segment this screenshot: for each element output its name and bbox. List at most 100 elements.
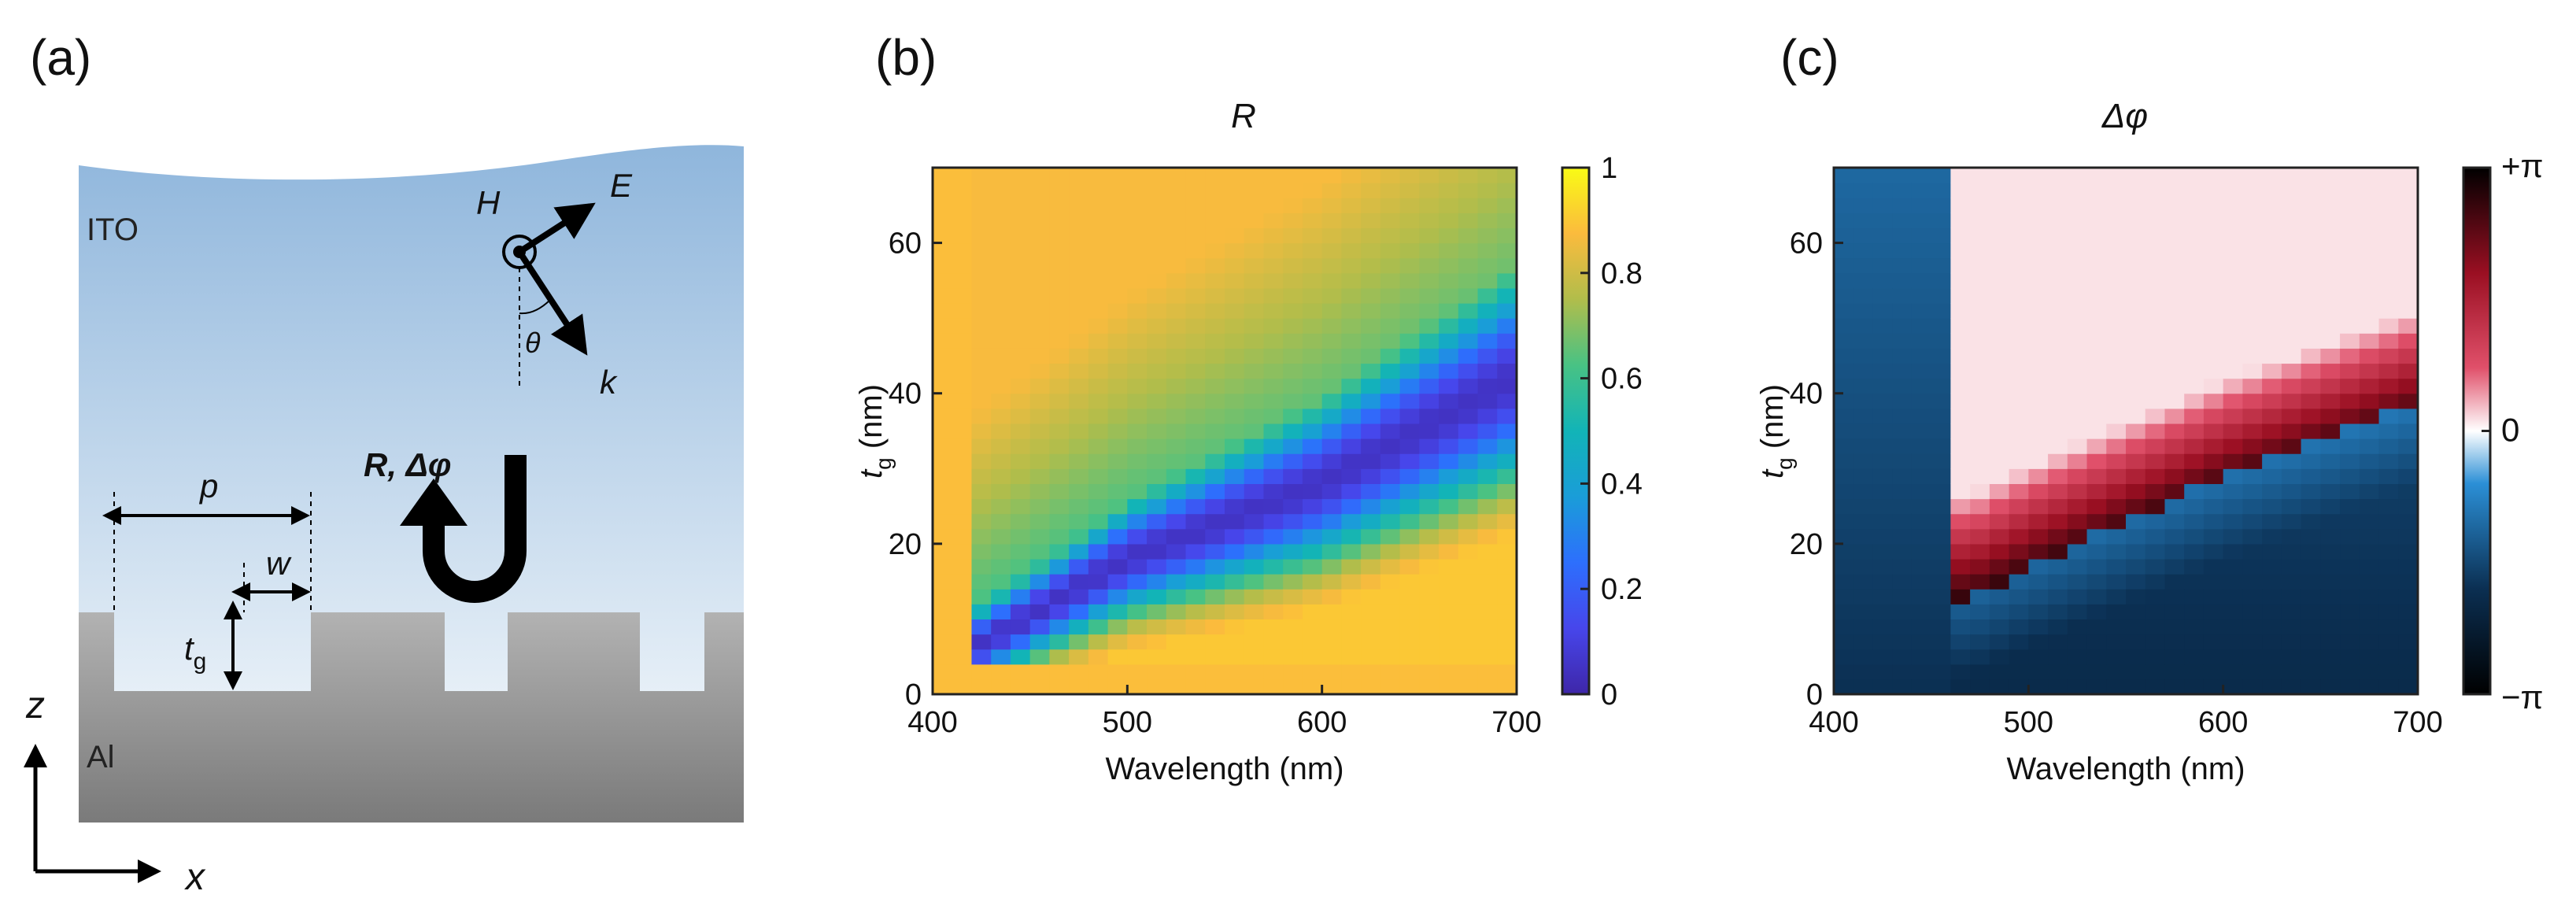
heatmap-cell (1010, 483, 1031, 500)
heatmap-cell (2340, 303, 2360, 319)
heatmap-cell (2340, 604, 2360, 620)
heatmap-cell (2184, 513, 2205, 530)
heatmap-cell (2359, 604, 2380, 620)
heatmap-cell (1069, 348, 1089, 364)
heatmap-cell (1029, 513, 1050, 530)
heatmap-cell (2203, 227, 2224, 244)
heatmap-cell (1029, 664, 1050, 680)
heatmap-cell (1341, 408, 1362, 424)
heatmap-cell (1166, 453, 1187, 469)
heatmap-cell (1107, 649, 1128, 665)
heatmap-cell (2067, 378, 2088, 394)
heatmap-cell (1853, 227, 1874, 244)
heatmap-cell (2009, 393, 2029, 409)
heatmap-cell (2009, 468, 2029, 484)
heatmap-cell (1205, 634, 1225, 650)
heatmap-cell (933, 272, 953, 289)
heatmap-cell (2378, 363, 2399, 379)
heatmap-cell (1029, 438, 1050, 454)
heatmap-cell (1989, 318, 2010, 334)
heatmap-cell (1147, 183, 1167, 198)
heatmap-cell (1950, 543, 1971, 560)
heatmap-cell (1419, 453, 1440, 469)
heatmap-cell (1497, 242, 1517, 259)
heatmap-cell (1931, 242, 1951, 259)
heatmap-cell (2378, 513, 2399, 530)
heatmap-cell (2184, 604, 2205, 620)
heatmap-cell (2359, 393, 2380, 409)
heatmap-cell (1107, 453, 1128, 469)
heatmap-cell (2048, 619, 2068, 635)
heatmap-cell (2398, 634, 2419, 650)
heatmap-cell (1931, 272, 1951, 289)
heatmap-cell (1911, 468, 1932, 484)
heatmap-cell (933, 287, 953, 304)
heatmap-cell (2320, 287, 2341, 304)
heatmap-cell (952, 213, 973, 229)
heatmap-cell (1049, 634, 1070, 650)
heatmap-cell (2223, 183, 2243, 198)
heatmap-cell (2067, 303, 2088, 319)
heatmap-cell (2340, 453, 2360, 469)
heatmap-cell (1834, 604, 1854, 620)
heatmap-cell (1950, 438, 1971, 454)
heatmap-cell (1029, 483, 1050, 500)
x-tick-label: 500 (1103, 706, 1152, 739)
heatmap-cell (1127, 257, 1148, 274)
heatmap-cell (2028, 213, 2049, 229)
heatmap-cell (2184, 393, 2205, 409)
heatmap-cell (2184, 634, 2205, 650)
heatmap-cell (933, 213, 953, 229)
heatmap-cell (2203, 438, 2224, 454)
heatmap-cell (2086, 348, 2107, 364)
heatmap-cell (1127, 318, 1148, 334)
heatmap-cell (2106, 649, 2127, 665)
heatmap-cell (1853, 183, 1874, 198)
heatmap-cell (1497, 272, 1517, 289)
heatmap-cell (1069, 333, 1089, 349)
heatmap-cell (1302, 378, 1323, 394)
colorbar-b (1561, 166, 1591, 696)
heatmap-cell (1147, 513, 1167, 530)
heatmap-cell (1010, 498, 1031, 515)
heatmap-cell (1853, 453, 1874, 469)
heatmap-cell (2398, 423, 2419, 439)
heatmap-cell (2184, 619, 2205, 635)
x-tick-label: 700 (2393, 706, 2442, 739)
heatmap-cell (1302, 498, 1323, 515)
heatmap-cell (1853, 438, 1874, 454)
heatmap-cell (2106, 574, 2127, 590)
heatmap-cell (1225, 498, 1245, 515)
heatmap-cell (1931, 498, 1951, 515)
heatmap-cell (1302, 513, 1323, 530)
heatmap-cell (1225, 558, 1245, 575)
heatmap-cell (1069, 287, 1089, 304)
heatmap-cell (1263, 438, 1284, 454)
heatmap-cell (1263, 287, 1284, 304)
heatmap-cell (1049, 198, 1070, 213)
heatmap-cell (1931, 513, 1951, 530)
y-tick-label: 60 (1790, 227, 1823, 261)
x-tick-label: 700 (1491, 706, 1541, 739)
heatmap-cell (1458, 318, 1479, 334)
y-tick-label: 0 (905, 678, 922, 712)
heatmap-cell (2067, 619, 2088, 635)
heatmap-cell (2048, 589, 2068, 604)
heatmap-cell (1399, 168, 1420, 183)
heatmap-cell (2301, 272, 2321, 289)
heatmap-cell (1244, 468, 1265, 484)
heatmap-cell (1283, 348, 1303, 364)
heatmap-cell (1321, 168, 1342, 183)
heatmap-cell (2320, 619, 2341, 635)
heatmap-cell (1225, 513, 1245, 530)
heatmap-cell (1166, 589, 1187, 604)
heatmap-cell (2359, 303, 2380, 319)
heatmap-cell (2301, 408, 2321, 424)
heatmap-cell (2067, 649, 2088, 665)
heatmap-cell (1853, 528, 1874, 545)
heatmap-cell (1834, 168, 1854, 183)
heatmap-cell (2145, 649, 2166, 665)
heatmap-cell (1497, 348, 1517, 364)
heatmap-cell (1263, 574, 1284, 590)
